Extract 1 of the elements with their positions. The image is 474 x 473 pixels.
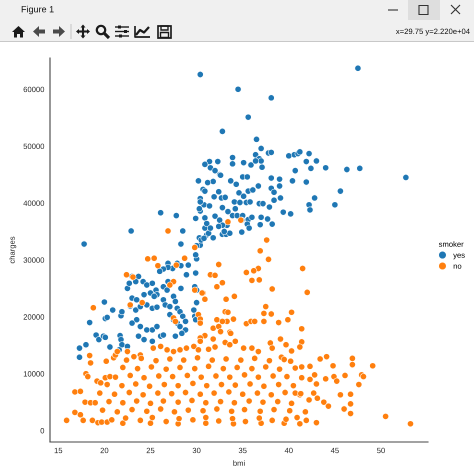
caption: Figure 1 xyxy=(22,6,54,14)
